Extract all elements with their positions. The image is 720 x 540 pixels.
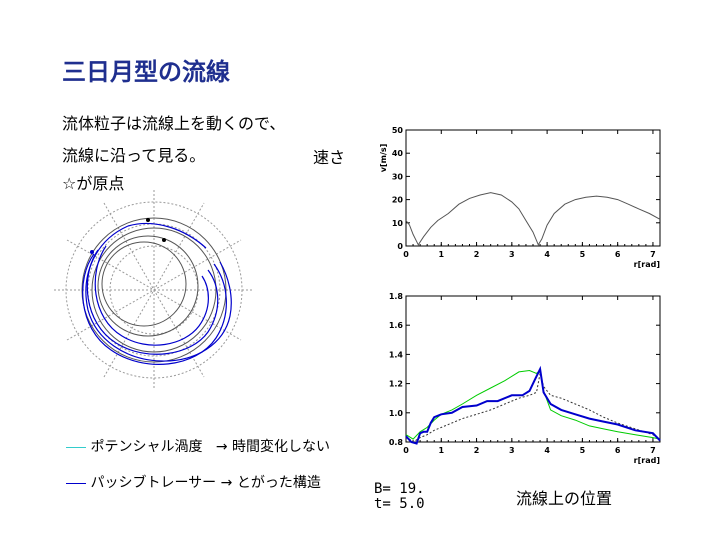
y-axis-label: v[m/s] bbox=[379, 144, 388, 173]
x-tick-label: 7 bbox=[650, 446, 656, 455]
y-tick-label: 1.6 bbox=[389, 321, 404, 330]
x-tick-label: 4 bbox=[544, 446, 550, 455]
potential-vorticity-contours bbox=[81, 217, 227, 363]
legend-pv: ポテンシャル渦度 → 時間変化しない bbox=[66, 436, 330, 456]
series-line-0 bbox=[405, 192, 661, 246]
tracer-start-dot bbox=[90, 250, 94, 254]
passive-tracer-streamlines bbox=[82, 222, 232, 365]
legend-tracer: パッシブトレーサー → とがった構造 bbox=[66, 472, 321, 492]
series-line-2 bbox=[405, 365, 661, 445]
polar-streamline-diagram bbox=[54, 190, 254, 390]
marker-dot-upper bbox=[146, 218, 150, 222]
x-tick-label: 6 bbox=[615, 250, 621, 259]
x-tick-label: 0 bbox=[403, 446, 409, 455]
y-tick-label: 1.4 bbox=[389, 350, 404, 359]
intro-line-1: 流体粒子は流線上を動くので、 bbox=[62, 114, 286, 133]
x-tick-label: 1 bbox=[438, 446, 444, 455]
x-tick-label: 4 bbox=[544, 250, 550, 259]
streamline-profile-chart: 0 1 2 3 4 5 6 7 0.8 1.0 1.2 1.4 1.6 1.8 r[rad] bbox=[389, 292, 661, 465]
y-tick-label: 0 bbox=[397, 242, 403, 251]
y-tick-label: 1.0 bbox=[389, 409, 404, 418]
series-line-1 bbox=[405, 373, 661, 443]
y-tick-label: 30 bbox=[392, 172, 404, 181]
param-t: t= 5.0 bbox=[374, 496, 425, 512]
legend-pv-note: → 時間変化しない bbox=[215, 439, 330, 455]
slide-title: 三日月型の流線 bbox=[62, 58, 230, 86]
plot-frame bbox=[405, 295, 661, 443]
marker-dot-lower bbox=[162, 238, 166, 242]
plot-frame bbox=[405, 129, 661, 247]
series-line-0 bbox=[405, 369, 661, 440]
x-tick-label: 5 bbox=[580, 250, 586, 259]
x-tick-label: 3 bbox=[509, 446, 515, 455]
x-tick-label: 7 bbox=[650, 250, 656, 259]
x-tick-label: 2 bbox=[474, 446, 480, 455]
speed-label: 速さ bbox=[313, 148, 346, 167]
x-tick-label: 1 bbox=[438, 250, 444, 259]
speed-chart: 0 1 2 3 4 5 6 7 0 10 20 30 40 50 r[rad] v[m/s] bbox=[379, 126, 661, 269]
y-tick-label: 40 bbox=[392, 149, 404, 158]
legend-tracer-label: パッシブトレーサー bbox=[90, 475, 217, 491]
x-axis-label: r[rad] bbox=[634, 260, 660, 269]
y-tick-label: 1.8 bbox=[389, 292, 404, 301]
y-tick-label: 1.2 bbox=[389, 380, 403, 389]
intro-line-2: 流線に沿って見る。 bbox=[62, 146, 206, 165]
intro-line-3: ☆が原点 bbox=[62, 174, 125, 193]
param-b: B= 19. bbox=[374, 481, 425, 497]
y-tick-label: 10 bbox=[392, 219, 404, 228]
y-tick-label: 50 bbox=[392, 126, 404, 135]
x-tick-label: 0 bbox=[403, 250, 409, 259]
x-tick-label: 5 bbox=[580, 446, 586, 455]
legend-pv-swatch bbox=[66, 446, 86, 448]
position-label: 流線上の位置 bbox=[516, 489, 613, 508]
x-tick-label: 3 bbox=[509, 250, 515, 259]
legend-pv-label: ポテンシャル渦度 bbox=[90, 439, 203, 455]
x-tick-label: 6 bbox=[615, 446, 621, 455]
x-axis-label: r[rad] bbox=[634, 456, 660, 465]
y-tick-label: 20 bbox=[392, 196, 404, 205]
x-tick-label: 2 bbox=[474, 250, 480, 259]
legend-tracer-note: → とがった構造 bbox=[220, 475, 321, 491]
legend-tracer-swatch bbox=[66, 482, 86, 484]
y-tick-label: 0.8 bbox=[389, 438, 404, 447]
